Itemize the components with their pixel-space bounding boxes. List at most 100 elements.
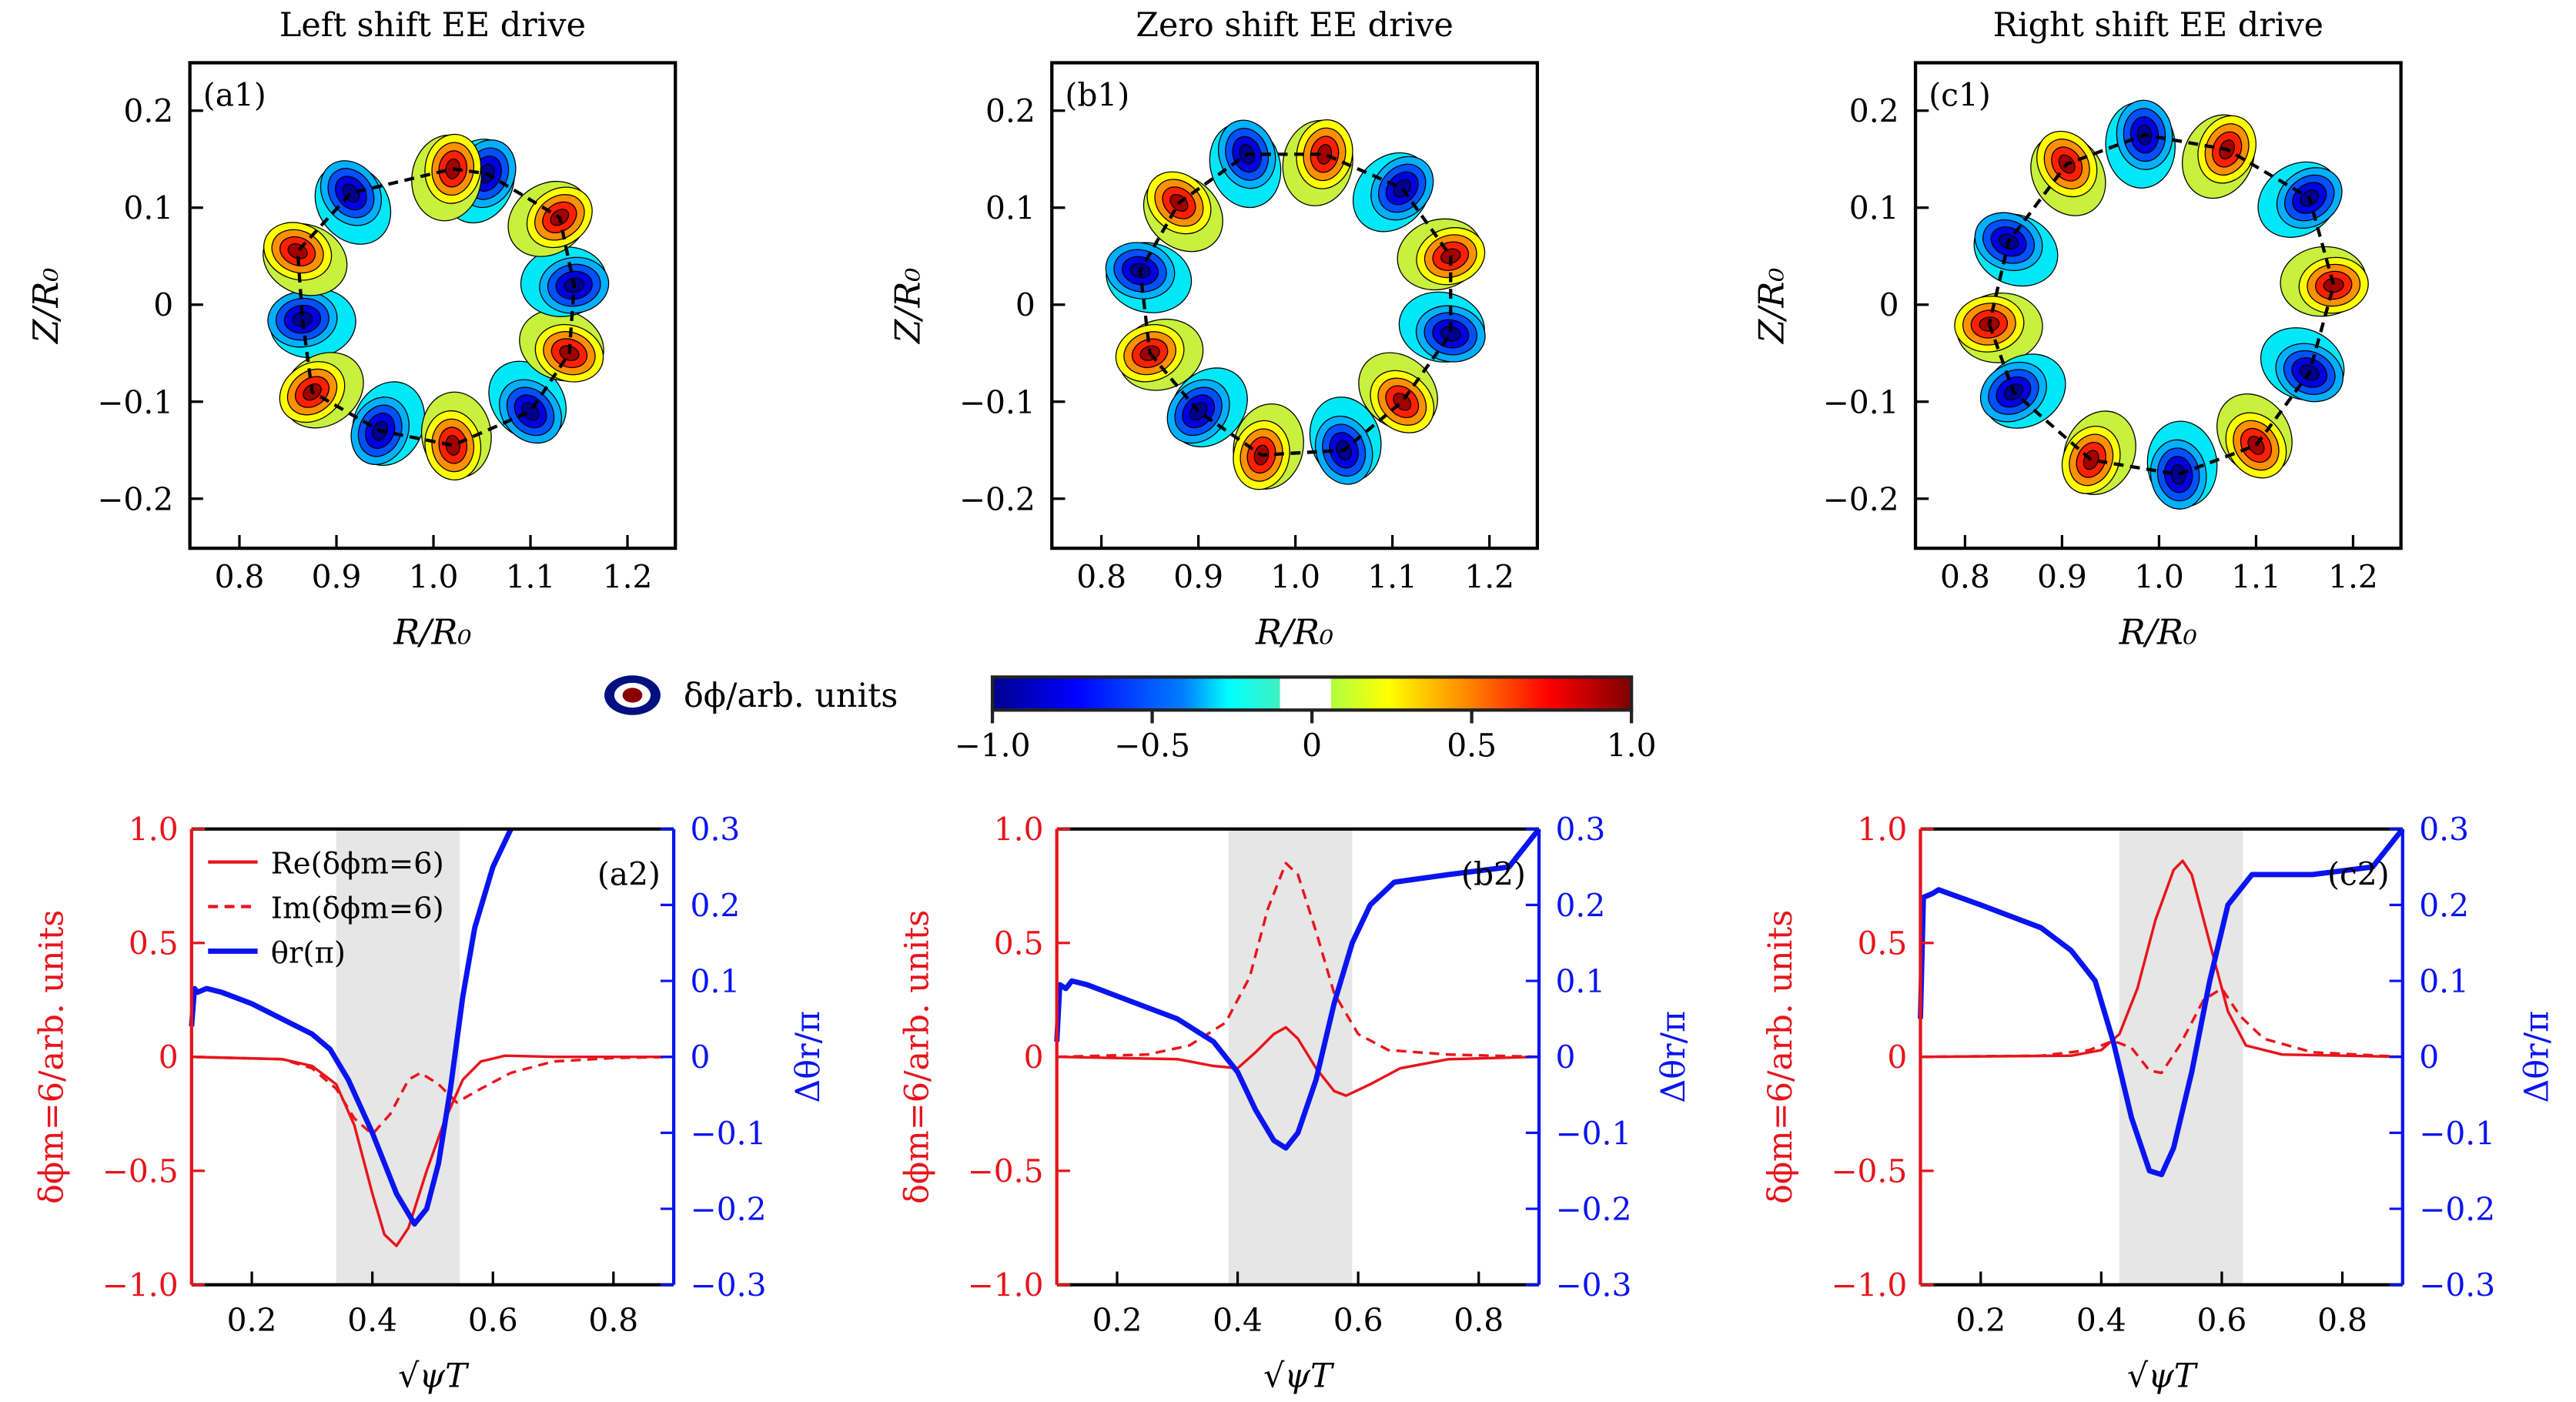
shaded-region: [1228, 828, 1353, 1285]
right-y-tick-label: 0.3: [2419, 811, 2469, 848]
line-chart-2: 0.2 0.4 0.6 0.8 1.0 0.5 0 −0.5 −1.0 0.3 0.2 0.1 0 −0.…: [898, 811, 1692, 1396]
x-axis-label: √ψT: [2127, 1357, 2199, 1396]
y-axis-label: Z/R₀: [1751, 268, 1791, 345]
x-tick-label: 0.4: [2076, 1302, 2126, 1339]
panel-title: Zero shift EE drive: [1136, 6, 1454, 45]
left-y-tick-label: −0.5: [102, 1153, 179, 1190]
panel-label: (c1): [1929, 76, 1991, 113]
y-tick-label: 0.2: [985, 93, 1035, 130]
left-y-tick-label: 0.5: [1858, 925, 1908, 962]
x-tick-label: 0.6: [1333, 1302, 1383, 1339]
x-tick-label: 0.9: [1173, 559, 1223, 596]
x-tick-label: 1.2: [603, 559, 653, 596]
right-y-tick-label: 0.1: [1555, 963, 1605, 1000]
x-axis-label: R/R₀: [1255, 612, 1333, 653]
series-line-re: [1920, 859, 2403, 1059]
series-line-im: [191, 1056, 674, 1136]
right-y-tick-label: 0.1: [2419, 963, 2469, 1000]
series-line-im: [1920, 987, 2403, 1075]
mode-path-dashed: [1987, 132, 2336, 477]
x-tick-label: 1.0: [1270, 559, 1320, 596]
right-y-tick-label: 0: [2419, 1039, 2439, 1076]
y-axis-label: Z/R₀: [888, 268, 928, 345]
x-axis-label: √ψT: [1263, 1357, 1335, 1396]
y-tick-label: 0: [153, 287, 173, 324]
right-y-tick-label: −0.2: [691, 1191, 767, 1228]
colorbar-tick-label: −1.0: [955, 727, 1031, 764]
panel-label: (c2): [2327, 856, 2390, 893]
y-tick-label: 0.1: [1849, 190, 1899, 227]
left-y-tick-label: 0.5: [994, 925, 1044, 962]
x-tick-label: 0.2: [1955, 1302, 2006, 1339]
x-tick-label: 0.8: [1076, 559, 1126, 596]
legend-entry: Im(δϕm=6): [271, 892, 444, 926]
left-y-tick-label: −0.5: [1831, 1153, 1907, 1190]
x-tick-label: 0.8: [1454, 1302, 1504, 1339]
right-y-tick-label: 0: [1555, 1039, 1575, 1076]
left-y-tick-label: −1.0: [102, 1267, 179, 1304]
series-line-theta: [1918, 827, 2405, 1178]
x-tick-label: 1.0: [2134, 559, 2184, 596]
negative-lobe: [2260, 327, 2345, 403]
x-tick-label: 1.0: [409, 559, 459, 596]
x-tick-label: 0.2: [1092, 1302, 1142, 1339]
colorbar-label: δϕ/arb. units: [684, 677, 898, 715]
panel-label: (b1): [1065, 76, 1129, 113]
left-y-axis-label: δϕm=6/arb. units: [33, 910, 72, 1204]
left-y-tick-label: 1.0: [129, 811, 179, 848]
left-y-tick-label: 1.0: [994, 811, 1044, 848]
left-y-tick-label: 0: [1024, 1039, 1044, 1076]
legend-entry: Re(δϕm=6): [271, 847, 444, 882]
x-axis-label: √ψT: [398, 1357, 470, 1396]
legend-entry: θr(π): [271, 935, 346, 970]
positive-lobe: [1282, 119, 1353, 206]
series-line-re: [191, 1054, 674, 1248]
y-tick-label: −0.1: [959, 384, 1035, 421]
x-axis-label: R/R₀: [2119, 612, 2197, 653]
positive-lobe: [2280, 246, 2369, 317]
contour-level: [2170, 463, 2186, 485]
y-tick-label: 0: [1879, 287, 1899, 324]
line-chart-3: 0.2 0.4 0.6 0.8 1.0 0.5 0 −0.5 −1.0 0.3 0.2 0.1 0 −0.…: [1761, 811, 2556, 1396]
positive-lobe: [2216, 393, 2293, 479]
x-tick-label: 1.1: [1367, 559, 1417, 596]
right-y-tick-label: 0.3: [691, 811, 741, 848]
shaded-region: [2119, 828, 2243, 1285]
right-y-tick-label: −0.1: [691, 1115, 767, 1152]
right-y-axis-label: Δθr/π: [1654, 1011, 1693, 1103]
y-tick-label: 0.1: [985, 190, 1035, 227]
x-tick-label: 0.4: [1213, 1302, 1263, 1339]
left-y-axis-label: δϕm=6/arb. units: [1761, 910, 1800, 1204]
x-tick-label: 1.2: [1464, 559, 1514, 596]
panel-label: (a2): [597, 856, 661, 893]
right-y-tick-label: −0.3: [1555, 1267, 1631, 1304]
contour-panel-2: Zero shift EE drive(b1) 0.8 0.9 1.0 1.1 1.2 0.…: [888, 6, 1540, 653]
positive-lobe: [1358, 352, 1438, 433]
left-y-tick-label: 0.5: [129, 925, 179, 962]
colorbar-tick-label: 0.5: [1447, 727, 1497, 764]
panel-label: (a1): [203, 76, 266, 113]
contour-panel-3: Right shift EE drive(c1) 0.8 0.9 1.0 1.1 1.2 0…: [1751, 6, 2403, 653]
mode-path-dashed: [1138, 152, 1453, 457]
x-tick-label: 1.1: [2231, 559, 2281, 596]
series-line-theta: [1054, 827, 1541, 1151]
line-chart-1: 0.2 0.4 0.6 0.8 1.0 0.5 0 −0.5 −1.0 0.3 0.2 0.1 0 −0.…: [33, 811, 828, 1396]
x-tick-label: 0.8: [1940, 559, 1990, 596]
colorbar-gradient: [990, 675, 1634, 712]
series-line-theta: [189, 828, 514, 1227]
colorbar-legend-icon: [604, 675, 661, 715]
series-line-im: [1056, 862, 1540, 1059]
colorbar-tick-label: −0.5: [1114, 727, 1190, 764]
x-tick-label: 0.6: [2197, 1302, 2247, 1339]
x-tick-label: 0.8: [2317, 1302, 2367, 1339]
x-tick-label: 1.1: [506, 559, 556, 596]
positive-lobe: [411, 133, 482, 222]
plot-area: [189, 62, 676, 549]
right-y-axis-label: Δθr/π: [2518, 1011, 2557, 1103]
series-line-re: [1056, 1026, 1540, 1097]
colorbar-tick-label: 1.0: [1607, 727, 1657, 764]
right-y-tick-label: 0.3: [1555, 811, 1605, 848]
negative-lobe: [1209, 119, 1282, 209]
panel-title: Left shift EE drive: [279, 6, 586, 45]
